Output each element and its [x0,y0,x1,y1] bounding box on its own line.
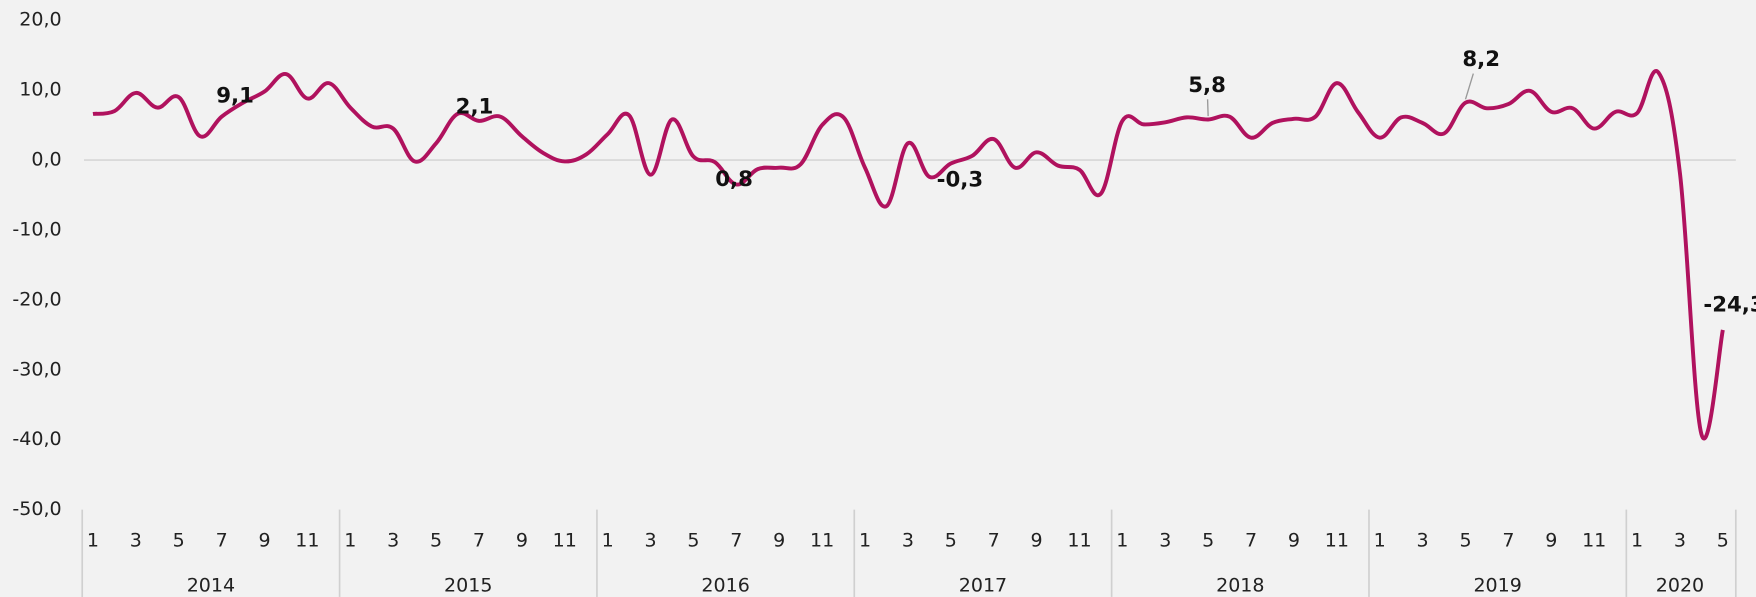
annotation: 9,1 [216,84,254,109]
x-tick-label: 1 [1631,529,1643,551]
x-tick-label: 7 [988,529,1000,551]
x-tick-label: 11 [1067,529,1091,551]
line [92,68,1725,441]
x-tick-label: 9 [1031,529,1043,551]
x-tick-label: 3 [130,529,142,551]
annotation: 5,8 [1188,73,1226,98]
year-label: 2019 [1473,574,1521,596]
x-tick-label: 1 [1374,529,1386,551]
leader-line [1206,99,1209,117]
x-tick-label: 11 [553,529,577,551]
x-tick-label: 5 [173,529,185,551]
y-tick-label: -10,0 [12,218,61,240]
x-tick-label: 11 [295,529,319,551]
x-tick-label: 1 [87,529,99,551]
year-label: 2015 [444,574,492,596]
x-tick-label: 5 [430,529,442,551]
x-tick-label: 9 [516,529,528,551]
x-tick-label: 11 [810,529,834,551]
x-tick-label: 1 [602,529,614,551]
x-tick-label: 3 [1674,529,1686,551]
x-tick-label: 5 [1202,529,1214,551]
x-tick-label: 3 [387,529,399,551]
year-label: 2017 [959,574,1007,596]
x-tick-label: 7 [473,529,485,551]
x-tick-label: 11 [1325,529,1349,551]
x-tick-label: 1 [859,529,871,551]
y-tick-label: 0,0 [31,149,61,171]
x-tick-label: 3 [644,529,656,551]
annotation: -24,3 [1703,292,1756,317]
x-tick-label: 5 [1459,529,1471,551]
annotation: 0,8 [715,167,753,192]
x-tick-label: 7 [730,529,742,551]
x-tick-label: 7 [1502,529,1514,551]
x-tick-label: 3 [1159,529,1171,551]
x-tick-label: 3 [902,529,914,551]
x-tick-label: 9 [1545,529,1557,551]
x-tick-label: 5 [687,529,699,551]
year-label: 2018 [1216,574,1264,596]
x-tick-label: 7 [216,529,228,551]
annotation: -0,3 [937,167,984,192]
x-tick-label: 9 [258,529,270,551]
annotation: 2,1 [456,94,494,119]
x-tick-label: 5 [945,529,957,551]
x-tick-label: 5 [1717,529,1729,551]
annotation: 8,2 [1462,47,1500,72]
year-label: 2016 [701,574,749,596]
x-tick-label: 1 [344,529,356,551]
x-tick-label: 9 [773,529,785,551]
year-label: 2020 [1656,574,1704,596]
y-tick-label: -30,0 [12,358,61,380]
y-tick-label: 10,0 [19,79,61,101]
x-tick-label: 7 [1245,529,1257,551]
x-tick-label: 1 [1116,529,1128,551]
y-tick-label: -20,0 [12,288,61,310]
x-tick-label: 11 [1582,529,1606,551]
x-tick-label: 3 [1417,529,1429,551]
x-tick-label: 9 [1288,529,1300,551]
y-tick-label: 20,0 [19,9,61,31]
y-tick-label: -50,0 [12,498,61,520]
leader-line [1464,73,1474,100]
year-label: 2014 [187,574,235,596]
y-tick-label: -40,0 [12,428,61,450]
